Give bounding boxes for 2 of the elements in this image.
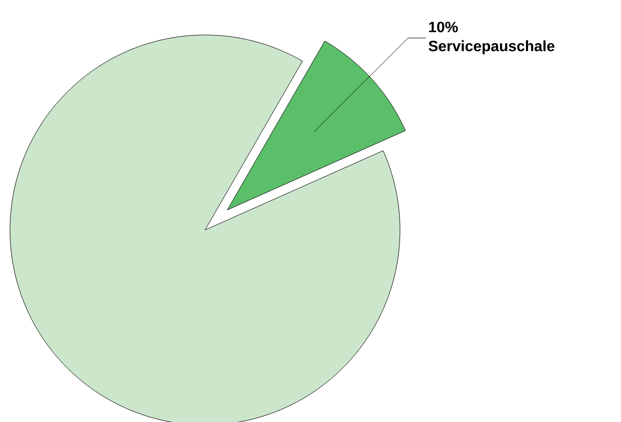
data-label: 10% [429, 22, 458, 32]
slice-label: Servicepauschale [428, 40, 554, 54]
